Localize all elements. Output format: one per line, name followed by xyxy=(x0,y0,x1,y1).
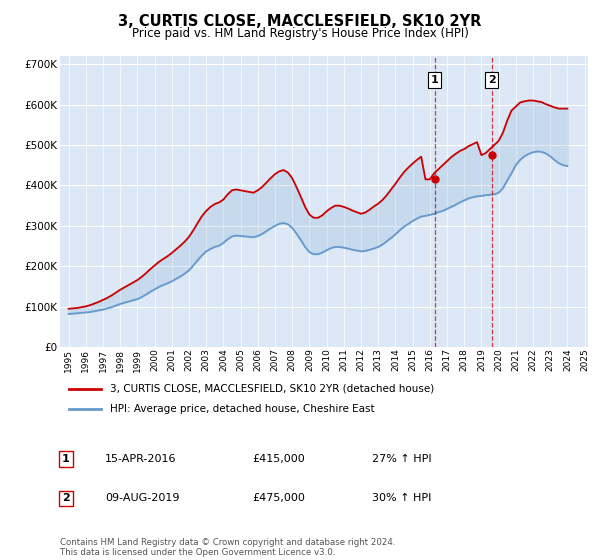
Text: 2: 2 xyxy=(62,493,70,503)
Text: 15-APR-2016: 15-APR-2016 xyxy=(105,454,176,464)
Text: £475,000: £475,000 xyxy=(252,493,305,503)
Text: HPI: Average price, detached house, Cheshire East: HPI: Average price, detached house, Ches… xyxy=(110,404,374,414)
Text: 1: 1 xyxy=(431,75,439,85)
Text: Price paid vs. HM Land Registry's House Price Index (HPI): Price paid vs. HM Land Registry's House … xyxy=(131,27,469,40)
Text: 09-AUG-2019: 09-AUG-2019 xyxy=(105,493,179,503)
Text: 1: 1 xyxy=(62,454,70,464)
Text: 30% ↑ HPI: 30% ↑ HPI xyxy=(372,493,431,503)
Text: £415,000: £415,000 xyxy=(252,454,305,464)
Text: Contains HM Land Registry data © Crown copyright and database right 2024.
This d: Contains HM Land Registry data © Crown c… xyxy=(60,538,395,557)
Text: 27% ↑ HPI: 27% ↑ HPI xyxy=(372,454,431,464)
Text: 3, CURTIS CLOSE, MACCLESFIELD, SK10 2YR: 3, CURTIS CLOSE, MACCLESFIELD, SK10 2YR xyxy=(118,14,482,29)
Text: 3, CURTIS CLOSE, MACCLESFIELD, SK10 2YR (detached house): 3, CURTIS CLOSE, MACCLESFIELD, SK10 2YR … xyxy=(110,384,434,394)
Text: 2: 2 xyxy=(488,75,496,85)
